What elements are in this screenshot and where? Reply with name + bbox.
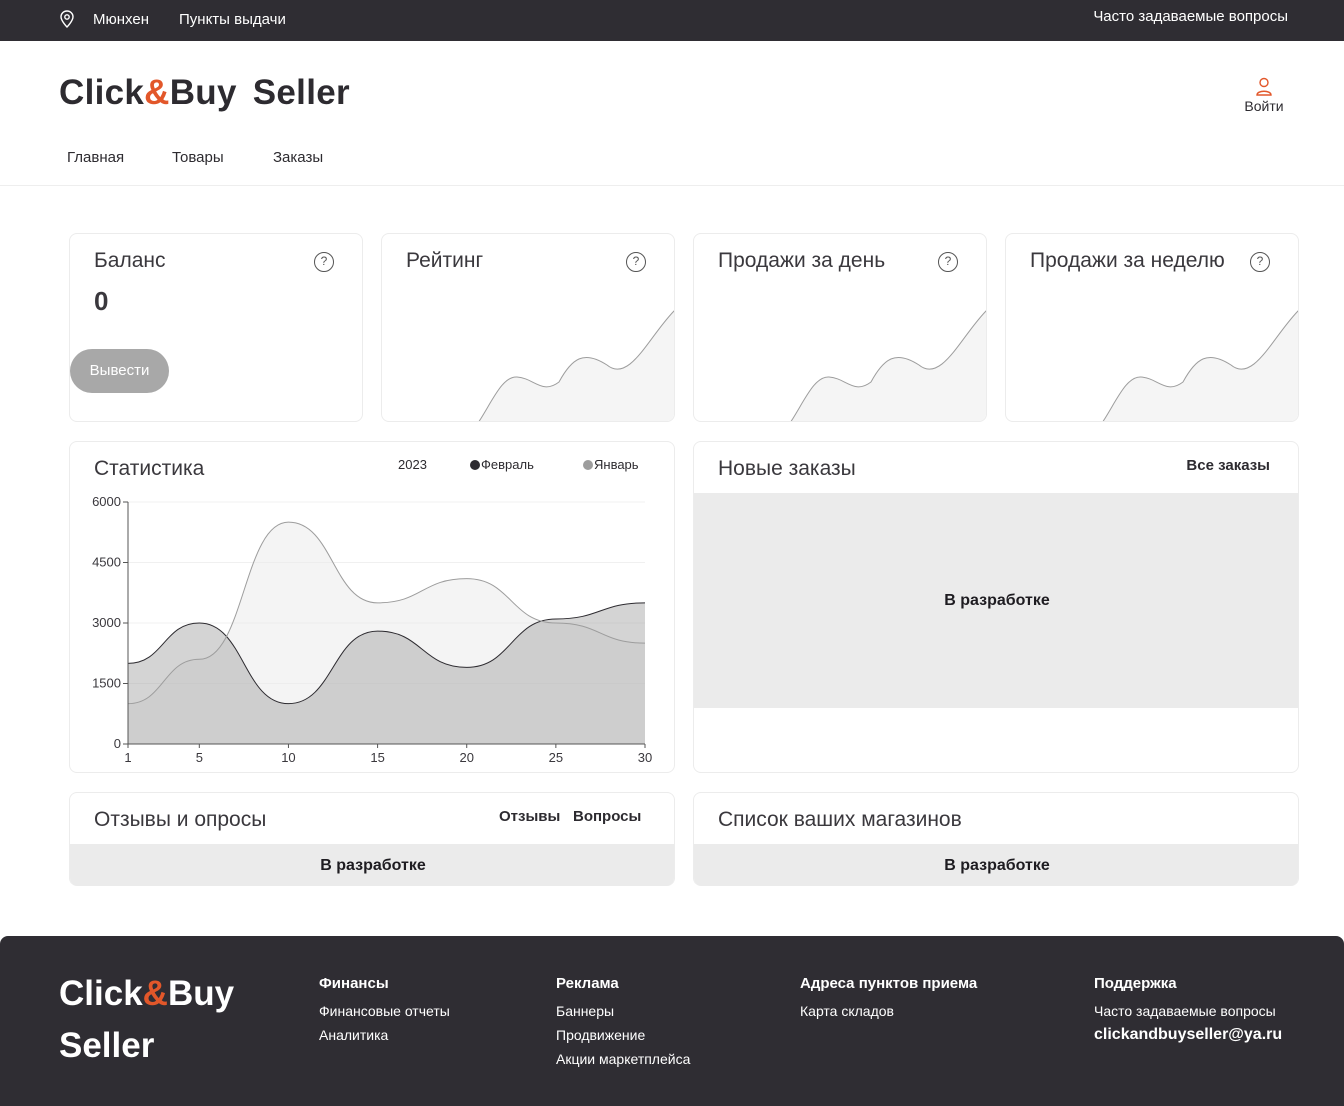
- balance-title: Баланс: [94, 249, 166, 272]
- y-tick-label: 1500: [92, 676, 121, 691]
- reviews-placeholder: В разработке: [70, 844, 674, 886]
- faq-link[interactable]: Часто задаваемые вопросы: [1093, 8, 1288, 25]
- statistics-title: Статистика: [94, 457, 205, 480]
- login-button[interactable]: Войти: [1240, 77, 1288, 114]
- footer-support-title: Поддержка: [1094, 975, 1177, 992]
- balance-card: Баланс ? 0 Вывести: [69, 233, 363, 422]
- shops-title: Список ваших магазинов: [718, 808, 962, 831]
- sales-day-title: Продажи за день: [718, 249, 886, 272]
- withdraw-button[interactable]: Вывести: [70, 349, 169, 393]
- series-line-february: [127, 602, 646, 705]
- footer-support: Поддержка Часто задаваемые вопросы click…: [1094, 975, 1282, 1052]
- footer-link[interactable]: Карта складов: [800, 1003, 894, 1019]
- x-tick-label: 15: [370, 750, 384, 765]
- footer-points: Адреса пунктов приема Карта складов: [800, 975, 977, 1027]
- support-email-link[interactable]: clickandbuyseller@ya.ru: [1094, 1026, 1283, 1043]
- sales-week-card: Продажи за неделю ?: [1005, 233, 1299, 422]
- x-tick-label: 1: [124, 750, 131, 765]
- sales-day-sparkline: [790, 310, 986, 421]
- orders-placeholder: В разработке: [694, 493, 1298, 708]
- new-orders-title: Новые заказы: [718, 457, 856, 480]
- footer-points-title: Адреса пунктов приема: [800, 975, 978, 992]
- top-bar: Мюнхен Пункты выдачи Часто задаваемые во…: [0, 0, 1344, 41]
- shops-card: Список ваших магазинов В разработке: [693, 792, 1299, 886]
- footer-logo[interactable]: Click&Buy Seller: [59, 974, 235, 1065]
- help-icon[interactable]: ?: [626, 252, 646, 272]
- rating-card: Рейтинг ?: [381, 233, 675, 422]
- location-pin-icon[interactable]: [59, 10, 75, 28]
- logo[interactable]: Click&Buy Seller: [59, 73, 350, 112]
- footer-link[interactable]: Аналитика: [319, 1027, 389, 1043]
- footer-ads: Реклама Баннеры Продвижение Акции маркет…: [556, 975, 690, 1075]
- nav-item-home[interactable]: Главная: [67, 149, 125, 166]
- reviews-card: Отзывы и опросы Отзывы Вопросы В разрабо…: [69, 792, 675, 886]
- help-icon[interactable]: ?: [314, 252, 334, 272]
- series-area-january: [128, 522, 645, 744]
- year-label[interactable]: 2023: [398, 457, 427, 472]
- legend-dot: [470, 460, 480, 470]
- nav-item-orders[interactable]: Заказы: [273, 149, 324, 166]
- legend-february[interactable]: Февраль: [470, 457, 534, 472]
- login-label: Войти: [1244, 98, 1284, 114]
- y-tick-label: 0: [114, 736, 121, 751]
- footer: Click&Buy Seller Финансы Финансовые отче…: [0, 936, 1344, 1106]
- legend-january[interactable]: Январь: [583, 457, 639, 472]
- balance-value: 0: [94, 286, 109, 316]
- pickup-points-link[interactable]: Пункты выдачи: [179, 11, 286, 28]
- sales-week-title: Продажи за неделю: [1030, 249, 1225, 272]
- x-tick-label: 10: [281, 750, 295, 765]
- series-line-january: [127, 521, 646, 705]
- footer-link[interactable]: Часто задаваемые вопросы: [1094, 1003, 1276, 1019]
- shops-placeholder: В разработке: [694, 844, 1298, 886]
- footer-finance-title: Финансы: [319, 975, 389, 992]
- series-area-february: [128, 602, 645, 744]
- tab-questions[interactable]: Вопросы: [573, 808, 642, 825]
- legend-dot: [583, 460, 593, 470]
- rating-title: Рейтинг: [406, 249, 484, 272]
- user-icon: [1256, 77, 1272, 96]
- city-selector[interactable]: Мюнхен: [93, 11, 149, 28]
- statistics-card: Статистика 2023 Февраль Январь 0 1500 3000…: [69, 441, 675, 773]
- x-tick-label: 5: [196, 750, 203, 765]
- nav-item-products[interactable]: Товары: [172, 149, 224, 166]
- new-orders-card: Новые заказы Все заказы В разработке: [693, 441, 1299, 773]
- y-tick-label: 6000: [92, 494, 121, 509]
- footer-finance: Финансы Финансовые отчеты Аналитика: [319, 975, 450, 1051]
- footer-link[interactable]: Акции маркетплейса: [556, 1051, 691, 1067]
- footer-link[interactable]: Продвижение: [556, 1027, 646, 1043]
- x-tick-label: 25: [549, 750, 563, 765]
- footer-ads-title: Реклама: [556, 975, 619, 992]
- footer-link[interactable]: Баннеры: [556, 1003, 615, 1019]
- y-tick-label: 3000: [92, 615, 121, 630]
- footer-link[interactable]: Финансовые отчеты: [319, 1003, 450, 1019]
- help-icon[interactable]: ?: [1250, 252, 1270, 272]
- all-orders-link[interactable]: Все заказы: [1186, 457, 1270, 474]
- help-icon[interactable]: ?: [938, 252, 958, 272]
- reviews-title: Отзывы и опросы: [94, 808, 267, 831]
- x-tick-label: 30: [638, 750, 652, 765]
- sales-week-sparkline: [1102, 310, 1298, 421]
- sales-day-card: Продажи за день ?: [693, 233, 987, 422]
- header: Click&Buy Seller Войти Главная Товары Зак…: [0, 41, 1344, 186]
- rating-sparkline: [478, 310, 674, 421]
- y-tick-label: 4500: [92, 555, 121, 570]
- tab-reviews[interactable]: Отзывы: [499, 808, 561, 825]
- x-tick-label: 20: [459, 750, 473, 765]
